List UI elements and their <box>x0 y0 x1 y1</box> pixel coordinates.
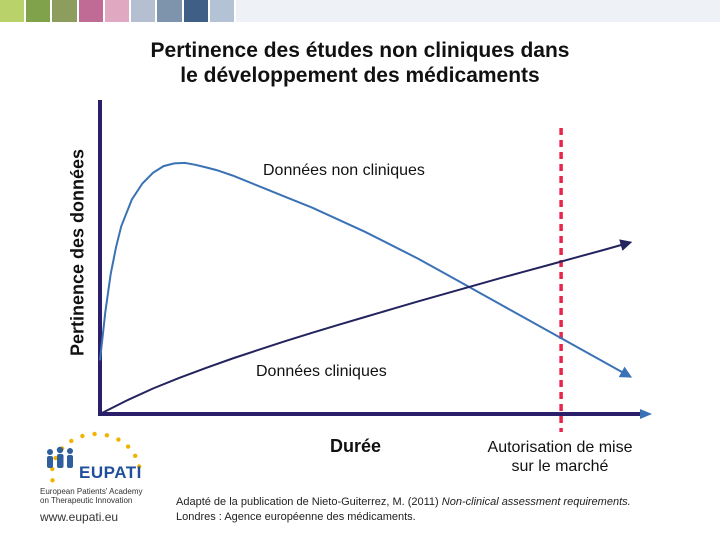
logo-star-icon <box>80 433 85 439</box>
logo-star-icon <box>104 433 110 438</box>
source-line1: Adapté de la publication de Nieto-Guiter… <box>176 495 631 510</box>
y-axis-label: Pertinence des données <box>67 148 88 357</box>
header-swatch <box>26 0 51 22</box>
header-swatch <box>183 0 208 22</box>
logo-star-icon <box>92 431 97 437</box>
logo-star-icon <box>53 455 58 461</box>
logo-star-icon <box>133 453 138 458</box>
series-label-clinical: Données cliniques <box>256 363 387 380</box>
logo-url: www.eupati.eu <box>40 510 119 524</box>
series-line-clinical <box>99 239 633 415</box>
series-line-nonclinical <box>99 161 633 378</box>
source-line1-italic: Non-clinical assessment requirements. <box>441 496 631 508</box>
marker-label: Autorisation de mise sur le marché <box>462 438 658 476</box>
chart-title: Pertinence des études non cliniques dans… <box>80 38 640 88</box>
logo-star-icon <box>69 438 74 444</box>
logo-star-icon <box>116 437 121 442</box>
source-line1-text: Adapté de la publication de Nieto-Guiter… <box>176 496 442 508</box>
header-swatch <box>0 0 25 22</box>
logo-brand: EUPATI <box>79 463 142 482</box>
logo-star-icon <box>125 444 131 449</box>
logo-tagline-line1: European Patients' Academy <box>40 487 143 496</box>
logo-tagline-line2: on Therapeutic Innovation <box>40 496 133 505</box>
chart-title-line1: Pertinence des études non cliniques dans <box>150 39 570 62</box>
header-swatch <box>78 0 103 22</box>
x-axis-arrow-icon <box>640 409 652 419</box>
logo-tagline: European Patients' Academy on Therapeuti… <box>40 487 142 505</box>
header-bar <box>236 0 720 22</box>
eupati-logo-icon <box>47 431 142 483</box>
chart-title-line2: le développement des médicaments <box>180 64 540 87</box>
header-swatch <box>52 0 77 22</box>
marker-label-line1: Autorisation de mise <box>487 439 633 456</box>
header-swatch <box>209 0 234 22</box>
source-line2: Londres : Agence européenne des médicame… <box>176 511 416 523</box>
logo-star-icon <box>50 478 55 483</box>
header-swatch <box>131 0 156 22</box>
x-axis-label: Durée <box>330 436 382 456</box>
logo-star-icon <box>137 464 142 469</box>
source-citation: Adapté de la publication de Nieto-Guiter… <box>176 495 631 525</box>
series-label-nonclinical: Données non cliniques <box>263 162 425 179</box>
header-swatch <box>104 0 130 22</box>
marker-label-line2: sur le marché <box>511 458 609 475</box>
header-color-strip <box>0 0 720 22</box>
header-swatch <box>157 0 182 22</box>
